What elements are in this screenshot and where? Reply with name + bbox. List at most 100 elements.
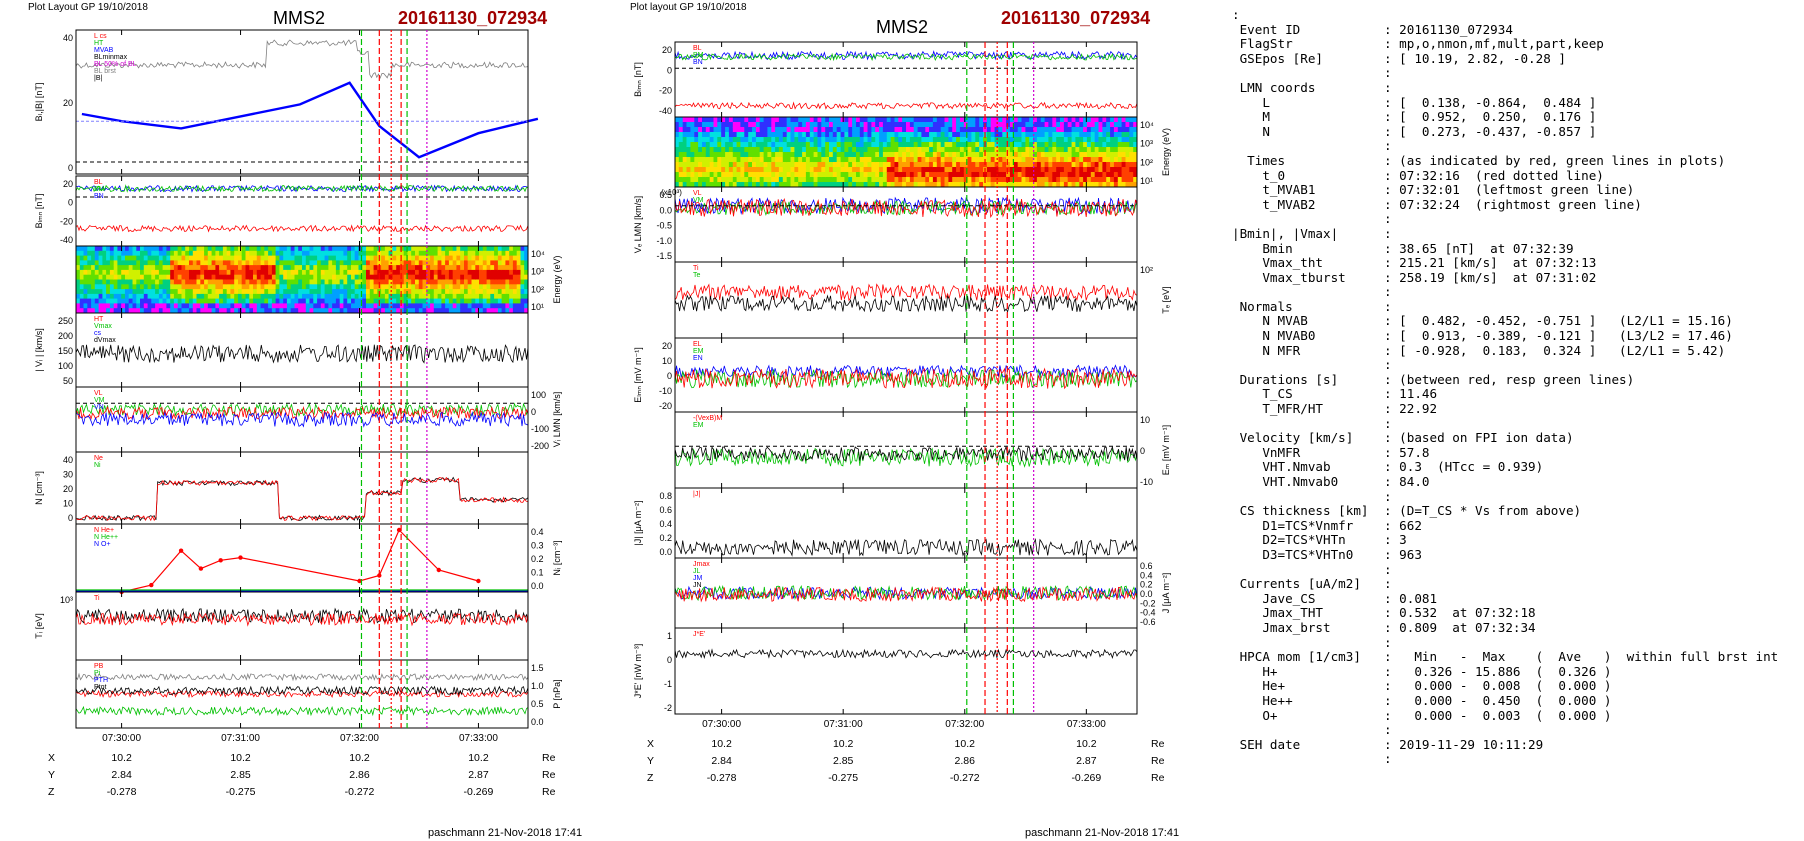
position-row-label: Y	[647, 755, 655, 767]
legend-entry: |J|	[693, 491, 700, 498]
y-tick-label: 30	[63, 470, 73, 480]
param-value: :	[1384, 298, 1392, 314]
panel-frame	[674, 487, 1138, 559]
param-value: : 84.0	[1384, 474, 1430, 489]
param-value: : 258.19 [km/s] at 07:31:02	[1384, 269, 1597, 285]
y-tick-label-right: 10³	[1140, 139, 1153, 149]
legend-entry: VM	[693, 197, 704, 204]
y-axis-label: Eₗₘₙ [mV m⁻¹]	[633, 347, 643, 402]
time-tick-label: 07:33:00	[459, 733, 498, 744]
param-row: :	[1232, 562, 1778, 578]
param-value: :	[1384, 488, 1392, 504]
y-tick-label: 0.6	[659, 505, 672, 515]
position-value: 2.84	[111, 769, 132, 781]
y-tick-label: 1	[667, 631, 672, 641]
param-row: GSEpos [Re]: [ 10.19, 2.82, -0.28 ]	[1232, 51, 1778, 67]
y-tick-label-right: -0.4	[1140, 608, 1156, 618]
y-tick-label: 50	[63, 376, 73, 386]
param-value: : 0.3 (HTcc = 0.939)	[1384, 459, 1544, 475]
param-row: HPCA mom [1/cm3]: Min - Max ( Ave ) with…	[1232, 649, 1779, 665]
param-value: :	[1384, 751, 1392, 767]
param-value: :	[1384, 65, 1392, 81]
param-key: Times	[1232, 152, 1286, 168]
param-value: :	[1384, 225, 1392, 241]
param-key: Currents [uA/m2]	[1232, 576, 1361, 592]
y-tick-label-right: 0.3	[531, 541, 544, 551]
y-tick-label: -0.5	[656, 221, 672, 231]
legend-entry: VN	[94, 404, 104, 411]
position-value: -0.269	[1071, 772, 1102, 784]
y-tick-label-right: 0.4	[1140, 570, 1153, 580]
series-Te	[674, 283, 1138, 302]
y-axis-label: Tᵢ [eV]	[34, 613, 44, 638]
legend-entry: Pi	[94, 670, 101, 677]
y-tick-label: 40	[63, 455, 73, 465]
panel-right-6: 10 0 -10 Eₘ [mV m⁻¹] -(VexB)MEM	[674, 411, 1171, 489]
param-row: :	[1232, 635, 1778, 651]
position-row-label: Y	[48, 769, 56, 781]
y-tick-label: -20	[659, 86, 672, 96]
param-row: Currents [uA/m2]:	[1232, 576, 1778, 592]
y-axis-label-right: Tₑ [eV]	[1161, 286, 1171, 313]
param-value: : (based on FPI ion data)	[1384, 430, 1574, 446]
y-axis-label: N [cm⁻³]	[34, 471, 44, 505]
position-unit: Re	[542, 786, 556, 798]
y-tick-label: -40	[659, 106, 672, 116]
right-event-title: 20161130_072934	[1001, 8, 1151, 28]
y-tick-label: 20	[662, 45, 672, 55]
param-row: :	[1232, 212, 1778, 227]
panel-left-8: 10³ Tᵢ [eV] Ti	[34, 591, 529, 661]
legend-entry: BN	[94, 193, 104, 200]
param-row: T_CS: 11.46	[1232, 387, 1778, 402]
legend-entry: EN	[693, 355, 703, 362]
param-value: : [ 0.138, -0.864, 0.484 ]	[1384, 94, 1597, 110]
param-key: Jave_CS	[1232, 590, 1316, 606]
y-tick-label-right: 0.6	[1140, 561, 1153, 571]
param-key: N MVAB0	[1232, 328, 1316, 344]
y-tick-label-right: 0.2	[1140, 580, 1153, 590]
y-tick-label: 0.4	[659, 519, 672, 529]
y-tick-label-right: 10	[1140, 415, 1150, 425]
param-row: :	[1232, 722, 1778, 738]
position-value: 10.2	[711, 738, 732, 750]
legend-entry: L cs	[94, 33, 107, 40]
series-Ti	[75, 607, 529, 624]
param-row: N MVAB0: [ 0.913, -0.389, -0.121 ] (L3/L…	[1232, 328, 1778, 344]
right-plot-caption: Plot layout GP 19/10/2018	[630, 2, 747, 13]
legend-entry: MVAB	[94, 47, 114, 54]
param-row: t_MVAB2: 07:32:24 (rightmost green line)	[1232, 196, 1778, 213]
param-value: : [ -0.928, 0.183, 0.324 ] (L2/L1 = 5.42…	[1384, 342, 1726, 358]
y-tick-label-right: 0.2	[531, 554, 544, 564]
y-tick-label: 250	[58, 316, 73, 326]
param-key: VnMFR	[1232, 444, 1301, 460]
y-axis-label: Bₗₘₙ [nT]	[633, 62, 643, 97]
panel-left-7: 0.4 0.3 0.2 0.1 0.0 Nᵢ [cm⁻³] N He+N He++N O+	[75, 523, 562, 595]
y-tick-label: -40	[60, 235, 73, 245]
right-position-table: X 10.2 10.2 10.2 10.2 Re Y 2.84 2.85 2.86 2.87 Re Z -…	[600, 738, 1230, 788]
position-value: 10.2	[349, 752, 370, 764]
panel-frame	[75, 523, 529, 593]
time-tick-label: 07:32:00	[945, 719, 984, 730]
panel-right-8: 0.60.40.20.0-0.2-0.4-0.6 J [μA m⁻²] JmaxJL…	[674, 557, 1171, 629]
legend-entry: cs	[94, 330, 102, 337]
param-value: : 07:32:24 (rightmost green line)	[1384, 196, 1642, 212]
param-row: Bmin: 38.65 [nT] at 07:32:39	[1232, 241, 1778, 257]
y-tick-label: 0.8	[659, 491, 672, 501]
series-JL	[674, 585, 1138, 603]
legend-entry: VL	[693, 190, 702, 197]
energy-spectrogram	[76, 246, 529, 314]
position-row-label: Z	[647, 772, 654, 784]
series-VexB	[674, 445, 1138, 462]
legend-entry: BM	[94, 186, 105, 193]
y-tick-label: 0	[68, 163, 73, 173]
y-axis-label-right: Energy (eV)	[1161, 128, 1171, 176]
time-tick-label: 07:32:00	[340, 733, 379, 744]
y-axis-label-right: Eₘ [mV m⁻¹]	[1161, 425, 1171, 475]
param-value: : Min - Max ( Ave ) within full brst int	[1384, 649, 1779, 665]
y-axis-label-right: Vᵢ LMN [km/s]	[552, 392, 562, 447]
y-tick-label: -20	[659, 401, 672, 411]
position-value: -0.272	[344, 786, 375, 798]
series-EM	[674, 447, 1138, 468]
panel-frame	[75, 386, 529, 453]
param-key: LMN coords	[1232, 79, 1316, 95]
